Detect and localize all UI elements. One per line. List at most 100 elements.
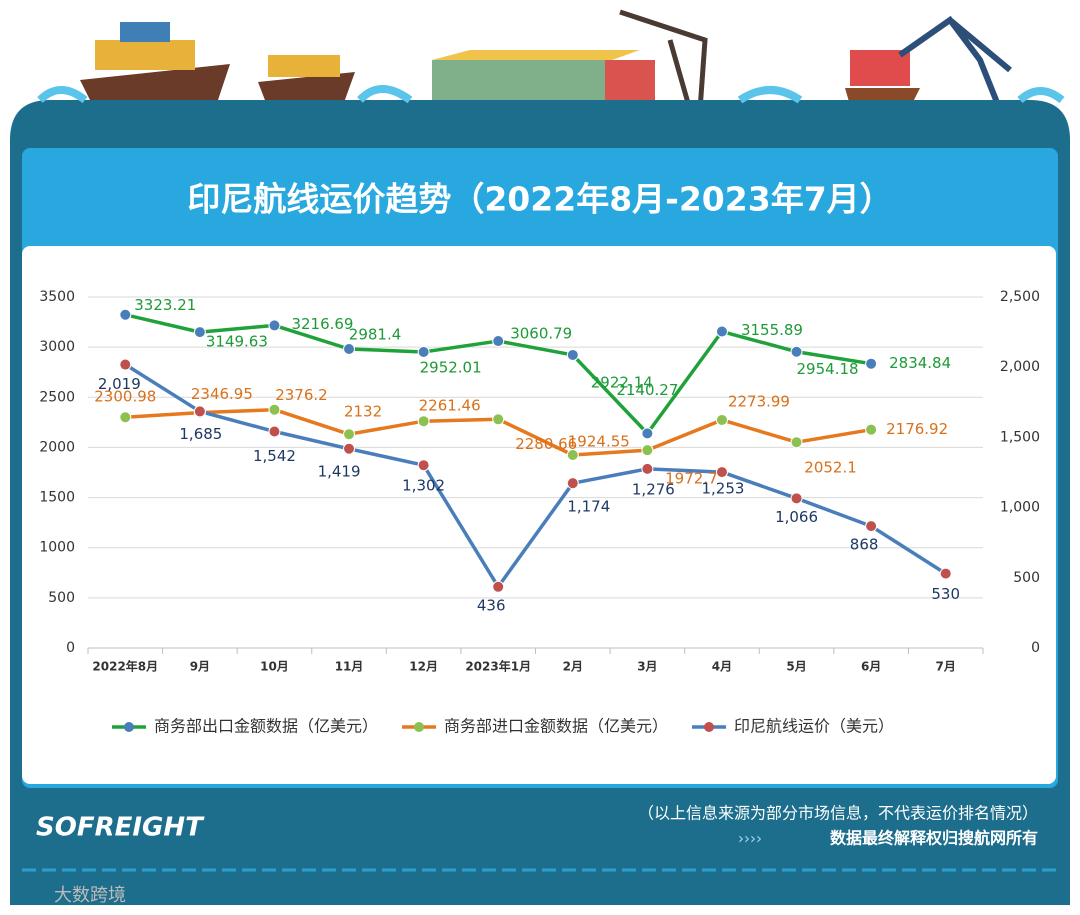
- x-tick-label: 10月: [260, 660, 289, 674]
- data-label: 3323.21: [134, 296, 196, 314]
- data-point: [193, 405, 206, 418]
- y-tick-label: 2500: [39, 389, 75, 405]
- data-point: [865, 520, 878, 533]
- data-point: [343, 442, 356, 455]
- data-point: [566, 477, 579, 490]
- data-label: 2376.2: [275, 386, 328, 404]
- data-point: [343, 428, 356, 441]
- y-tick-label: 3500: [39, 289, 75, 305]
- x-tick-label: 4月: [712, 660, 732, 674]
- data-label: 3216.69: [291, 315, 353, 333]
- y-tick-label: 1000: [39, 540, 75, 556]
- data-label: 2922.14: [591, 373, 653, 391]
- x-tick-label: 11月: [335, 660, 364, 674]
- data-label: 2176.92: [886, 420, 948, 438]
- decoration: [10, 9, 1070, 905]
- data-point: [641, 462, 654, 475]
- data-label: 1,419: [318, 462, 361, 480]
- brand-logo: SOFREIGHT: [36, 813, 205, 843]
- data-point: [715, 413, 728, 426]
- data-label: 3060.79: [510, 325, 572, 343]
- data-label: 868: [850, 536, 879, 554]
- data-label: 2132: [344, 403, 382, 421]
- data-label: 1,542: [253, 447, 296, 465]
- decoration: ››››: [738, 830, 762, 848]
- data-label: 2954.18: [797, 360, 859, 378]
- data-point: [268, 425, 281, 438]
- legend-marker: [704, 722, 715, 732]
- data-label: 2273.99: [728, 392, 790, 410]
- data-label: 2280.66: [515, 435, 577, 453]
- x-tick-label: 2023年1月: [465, 659, 531, 674]
- data-point: [417, 345, 430, 358]
- data-label: 2346.95: [191, 385, 253, 403]
- y2-tick-label: 1,000: [1000, 500, 1040, 516]
- data-label: 1,685: [179, 425, 222, 443]
- footer-note: （以上信息来源为部分市场信息，不代表运价排名情况）: [638, 804, 1038, 823]
- data-label: 2,019: [98, 375, 141, 393]
- y2-tick-label: 2,500: [1000, 289, 1040, 305]
- data-point: [939, 567, 952, 580]
- data-point: [119, 308, 132, 321]
- legend-label: 印尼航线运价（美元）: [734, 717, 894, 736]
- data-label: 3149.63: [206, 333, 268, 351]
- data-label: 2834.84: [889, 354, 951, 372]
- data-label: 436: [477, 596, 506, 614]
- y-tick-label: 500: [48, 590, 75, 606]
- footer-rights: 数据最终解释权归搜航网所有: [830, 829, 1038, 848]
- data-label: 1,253: [701, 480, 744, 498]
- y2-tick-label: 500: [1013, 570, 1040, 586]
- legend-marker: [124, 722, 134, 732]
- data-point: [193, 326, 206, 339]
- data-point: [865, 423, 878, 436]
- y-tick-label: 2000: [39, 439, 75, 455]
- data-point: [715, 325, 728, 338]
- x-tick-label: 7月: [936, 660, 956, 674]
- data-point: [715, 466, 728, 479]
- data-label: 2261.46: [419, 397, 481, 415]
- y-tick-label: 0: [66, 640, 75, 656]
- data-point: [641, 427, 654, 440]
- data-point: [268, 319, 281, 332]
- legend-marker: [414, 722, 425, 732]
- data-point: [641, 444, 654, 457]
- legend-label: 商务部出口金额数据（亿美元）: [154, 717, 378, 736]
- data-point: [417, 459, 430, 472]
- data-label: 2052.1: [804, 459, 857, 477]
- x-tick-label: 2022年8月: [92, 659, 158, 674]
- data-point: [790, 436, 803, 449]
- data-label: 3155.89: [741, 321, 803, 339]
- data-point: [492, 413, 505, 426]
- data-point: [119, 411, 132, 424]
- data-point: [119, 358, 132, 371]
- x-tick-label: 5月: [786, 660, 806, 674]
- data-point: [417, 415, 430, 428]
- y-tick-label: 1500: [39, 490, 75, 506]
- data-label: 1,174: [567, 498, 610, 516]
- data-point: [566, 348, 579, 361]
- data-point: [492, 580, 505, 593]
- y2-tick-label: 0: [1031, 640, 1040, 656]
- y-tick-label: 3000: [39, 339, 75, 355]
- data-label: 1972.7: [665, 470, 718, 488]
- data-point: [566, 448, 579, 461]
- data-label: 1924.55: [568, 432, 630, 450]
- data-label: 2952.01: [420, 358, 482, 376]
- data-point: [343, 343, 356, 356]
- x-tick-label: 9月: [190, 660, 210, 674]
- chart-title: 印尼航线运价趋势（2022年8月-2023年7月）: [187, 180, 892, 219]
- data-point: [790, 492, 803, 505]
- data-label: 1,276: [632, 480, 675, 498]
- series-line: [124, 363, 947, 589]
- x-tick-label: 3月: [637, 660, 657, 674]
- data-label: 530: [931, 585, 960, 603]
- data-point: [865, 357, 878, 370]
- y2-tick-label: 1,500: [1000, 429, 1040, 445]
- data-label: 2140.27: [616, 381, 678, 399]
- data-point: [268, 403, 281, 416]
- data-label: 2300.98: [94, 388, 156, 406]
- x-tick-label: 6月: [861, 660, 881, 674]
- data-label: 1,066: [775, 508, 818, 526]
